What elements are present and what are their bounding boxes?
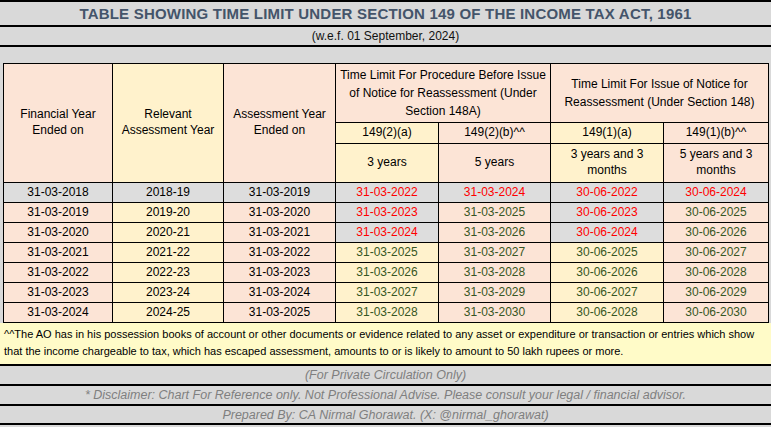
table-cell: 30-06-2030 — [664, 303, 769, 323]
table-cell: 30-06-2022 — [551, 183, 664, 203]
table-cell: 2018-19 — [113, 183, 224, 203]
footer-private-circulation: (For Private Circulation Only) — [0, 366, 771, 386]
col-header-assessment-year-ended: Assessment Year Ended on — [224, 64, 336, 183]
table-cell: 31-03-2022 — [4, 263, 113, 283]
table-row: 31-03-20182018-1931-03-201931-03-202231-… — [4, 183, 769, 203]
page-subtitle: (w.e.f. 01 September, 2024) — [0, 27, 771, 47]
table-row: 31-03-20202020-2131-03-202131-03-202431-… — [4, 223, 769, 243]
table-header: Financial Year Ended on Relevant Assessm… — [4, 64, 769, 183]
table-cell: 31-03-2019 — [224, 183, 336, 203]
table-row: 31-03-20192019-2031-03-202031-03-202331-… — [4, 203, 769, 223]
table-cell: 31-03-2026 — [336, 263, 439, 283]
table-cell: 30-06-2026 — [664, 223, 769, 243]
period-3-years-3-months: 3 years and 3 months — [551, 144, 664, 183]
table-row: 31-03-20242024-2531-03-202531-03-202831-… — [4, 303, 769, 323]
table-cell: 31-03-2028 — [439, 263, 551, 283]
table-cell: 30-06-2024 — [551, 223, 664, 243]
table-cell: 31-03-2025 — [336, 243, 439, 263]
col-header-financial-year-ended: Financial Year Ended on — [4, 64, 113, 183]
table-cell: 2019-20 — [113, 203, 224, 223]
table-cell: 2021-22 — [113, 243, 224, 263]
table-cell: 30-06-2023 — [551, 203, 664, 223]
col-group-section-148: Time Limit For Issue of Notice for Reass… — [551, 64, 769, 123]
table-cell: 2020-21 — [113, 223, 224, 243]
table-cell: 31-03-2023 — [336, 203, 439, 223]
col-header-149-2-b: 149(2)(b)^^ — [439, 123, 551, 144]
table-cell: 31-03-2027 — [439, 243, 551, 263]
spacer-row — [0, 47, 771, 63]
table-cell: 31-03-2028 — [336, 303, 439, 323]
table-cell: 31-03-2021 — [224, 223, 336, 243]
table-cell: 31-03-2022 — [224, 243, 336, 263]
col-group-section-148a: Time Limit For Procedure Before Issue of… — [336, 64, 551, 123]
table-cell: 2024-25 — [113, 303, 224, 323]
table-cell: 31-03-2027 — [336, 283, 439, 303]
page-title: TABLE SHOWING TIME LIMIT UNDER SECTION 1… — [0, 0, 771, 27]
period-5-years-3-months: 5 years and 3 months — [664, 144, 769, 183]
table-cell: 31-03-2024 — [336, 223, 439, 243]
table-cell: 30-06-2026 — [551, 263, 664, 283]
table-cell: 30-06-2027 — [551, 283, 664, 303]
col-header-149-1-a: 149(1)(a) — [551, 123, 664, 144]
table-row: 31-03-20212021-2231-03-202231-03-202531-… — [4, 243, 769, 263]
table-cell: 31-03-2030 — [439, 303, 551, 323]
table-cell: 30-06-2025 — [551, 243, 664, 263]
table-cell: 31-03-2018 — [4, 183, 113, 203]
period-5-years: 5 years — [439, 144, 551, 183]
table-cell: 31-03-2019 — [4, 203, 113, 223]
col-header-relevant-assessment-year: Relevant Assessment Year — [113, 64, 224, 183]
table-row: 31-03-20232023-2431-03-202431-03-202731-… — [4, 283, 769, 303]
table-cell: 31-03-2021 — [4, 243, 113, 263]
table-cell: 31-03-2026 — [439, 223, 551, 243]
table-cell: 31-03-2025 — [439, 203, 551, 223]
table-cell: 30-06-2024 — [664, 183, 769, 203]
table-cell: 31-03-2029 — [439, 283, 551, 303]
table-cell: 31-03-2024 — [439, 183, 551, 203]
table-cell: 31-03-2024 — [224, 283, 336, 303]
table-cell: 31-03-2020 — [224, 203, 336, 223]
table-cell: 2023-24 — [113, 283, 224, 303]
table-body: 31-03-20182018-1931-03-201931-03-202231-… — [4, 183, 769, 323]
col-header-149-2-a: 149(2)(a) — [336, 123, 439, 144]
time-limit-table: Financial Year Ended on Relevant Assessm… — [3, 63, 769, 323]
table-cell: 31-03-2025 — [224, 303, 336, 323]
period-3-years: 3 years — [336, 144, 439, 183]
table-cell: 30-06-2028 — [664, 263, 769, 283]
footnote-ao-possession: ^^The AO has in his possession books of … — [0, 323, 771, 366]
table-cell: 31-03-2024 — [4, 303, 113, 323]
table-cell: 30-06-2027 — [664, 243, 769, 263]
table-cell: 31-03-2020 — [4, 223, 113, 243]
col-header-149-1-b: 149(1)(b)^^ — [664, 123, 769, 144]
table-row: 31-03-20222022-2331-03-202331-03-202631-… — [4, 263, 769, 283]
header-row-groups: Financial Year Ended on Relevant Assessm… — [4, 64, 769, 123]
footer-disclaimer: * Disclaimer: Chart For Reference only. … — [0, 386, 771, 406]
table-cell: 31-03-2023 — [224, 263, 336, 283]
table-cell: 2022-23 — [113, 263, 224, 283]
footer-prepared-by: Prepared By: CA Nirmal Ghorawat. (X: @ni… — [0, 406, 771, 425]
table-cell: 31-03-2022 — [336, 183, 439, 203]
table-cell: 30-06-2029 — [664, 283, 769, 303]
table-cell: 31-03-2023 — [4, 283, 113, 303]
table-cell: 30-06-2028 — [551, 303, 664, 323]
table-cell: 30-06-2025 — [664, 203, 769, 223]
